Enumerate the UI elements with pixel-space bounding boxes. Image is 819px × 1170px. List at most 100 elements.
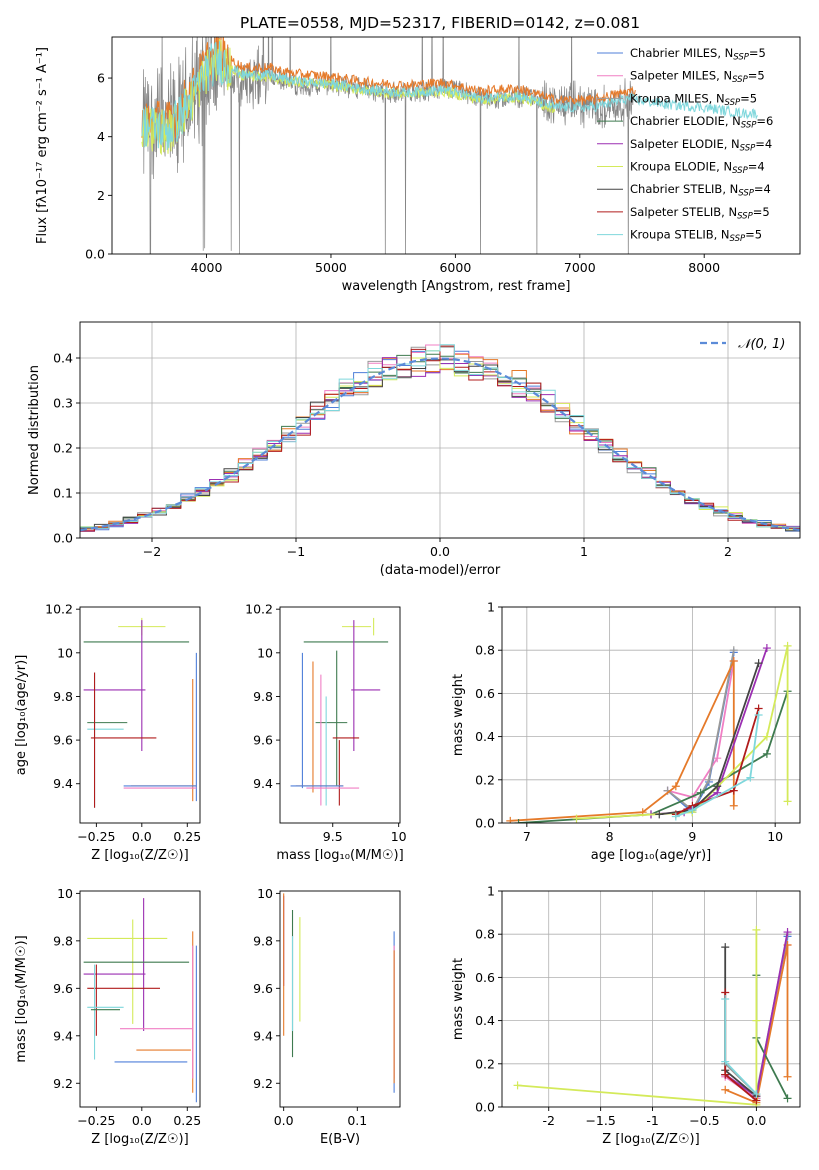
weight_vs_Z-ytick-label: 0.6 bbox=[475, 970, 495, 985]
weight_vs_age-marker bbox=[506, 816, 515, 823]
spectrum-ytick-label: 4 bbox=[97, 129, 105, 144]
legend-gaussian-label: 𝒩(0, 1) bbox=[738, 337, 785, 352]
weight_vs_Z-marker bbox=[721, 1085, 730, 1094]
weight_vs_Z-marker bbox=[721, 1070, 730, 1079]
residuals-xtick-label: 2 bbox=[724, 544, 732, 559]
mass_vs_Z-xtick-label: 0.0 bbox=[132, 1113, 152, 1128]
weight_vs_Z-xtick-label: 0.0 bbox=[746, 1113, 766, 1128]
weight_vs_age-series-5 bbox=[650, 647, 768, 816]
mass_vs_Z-ytick-label: 9.4 bbox=[53, 1028, 73, 1043]
weight_vs_age-marker bbox=[783, 641, 792, 650]
weight_vs_Z-marker bbox=[721, 1057, 730, 1066]
weight_vs_age-ytick-label: 1 bbox=[487, 600, 495, 615]
age_vs_mass-ytick-label: 9.8 bbox=[253, 689, 273, 704]
weight_vs_age-ytick-label: 0.2 bbox=[475, 772, 495, 787]
weight_vs_Z-panel: -2 −1.5 -1 −0.5 0.0 0.0 0.2 0.4 0.6 0.8 1 Z [log₁₀(… bbox=[451, 884, 801, 1147]
weight_vs_Z-marker bbox=[752, 925, 761, 934]
residuals-ytick-label: 0.4 bbox=[53, 351, 73, 366]
weight_vs_Z-marker bbox=[752, 1016, 761, 1025]
residuals-xtick-label: −1 bbox=[287, 544, 305, 559]
spectrum-xtick-label: 7000 bbox=[564, 260, 596, 275]
age_vs_Z-xlabel: Z [log₁₀(Z/Z☉)] bbox=[91, 848, 188, 863]
weight_vs_age-marker bbox=[704, 775, 713, 784]
age_vs_mass-ytick-label: 9.4 bbox=[253, 776, 273, 791]
weight_vs_age-marker bbox=[754, 659, 763, 668]
mass_vs_ebv-xtick-label: 0.0 bbox=[274, 1113, 294, 1128]
age_vs_Z-frame bbox=[79, 606, 201, 824]
legend-label: Chabrier MILES, NSSP=5 bbox=[630, 46, 766, 63]
legend-label: Chabrier STELIB, NSSP=4 bbox=[630, 182, 771, 199]
spectrum-frame bbox=[111, 36, 801, 255]
weight_vs_age-marker bbox=[655, 810, 664, 819]
weight_vs_age-marker bbox=[671, 812, 680, 821]
weight_vs_age-marker bbox=[762, 732, 771, 741]
spectrum-marks bbox=[141, 37, 759, 254]
plots-layer: 4000 5000 6000 7000 8000 0.0 2 4 6 wavelength [An… bbox=[14, 36, 801, 1147]
weight_vs_age-marker bbox=[729, 646, 738, 655]
weight_vs_Z-series-6 bbox=[517, 929, 758, 1106]
residuals-xtick-label: −2 bbox=[143, 544, 161, 559]
weight_vs_Z-frame bbox=[501, 890, 801, 1108]
residuals-xtick-label: 1 bbox=[580, 544, 588, 559]
legend-label: Chabrier ELODIE, NSSP=6 bbox=[630, 114, 773, 131]
weight_vs_age-marker bbox=[783, 797, 792, 806]
weight_vs_Z-xtick-label: −0.5 bbox=[689, 1113, 719, 1128]
weight_vs_Z-series-7 bbox=[724, 947, 757, 1097]
mass_vs_ebv-xlabel: E(B-V) bbox=[320, 1132, 360, 1147]
weight_vs_Z-series-3 bbox=[724, 944, 789, 1104]
model-spectrum-2 bbox=[141, 41, 759, 151]
weight_vs_age-marker bbox=[762, 644, 771, 653]
mass_vs_Z-ytick-label: 9.8 bbox=[53, 933, 73, 948]
weight_vs_age-xtick-label: 9 bbox=[688, 829, 696, 844]
age_vs_Z-xtick-label: 0.0 bbox=[132, 829, 152, 844]
age_vs_Z-ytick-label: 9.4 bbox=[53, 776, 73, 791]
gaussian-curve bbox=[80, 357, 800, 532]
mass_vs_ebv-marks bbox=[283, 893, 395, 1093]
weight_vs_age-marker bbox=[713, 782, 722, 791]
age_vs_mass-marks bbox=[290, 617, 389, 806]
residuals-ytick-label: 0.3 bbox=[53, 396, 73, 411]
weight_vs_age-frame bbox=[501, 606, 801, 824]
spectrum-ytick-label: 2 bbox=[97, 188, 105, 203]
weight_vs_age-marker bbox=[688, 806, 697, 815]
weight_vs_Z-ytick-label: 1 bbox=[487, 884, 495, 899]
mass_vs_ebv-xtick-label: 0.1 bbox=[347, 1113, 367, 1128]
weight_vs_age-ytick-label: 0.8 bbox=[475, 643, 495, 658]
weight_vs_age-marker bbox=[762, 749, 771, 758]
residuals-frame bbox=[79, 321, 801, 539]
mass_vs_ebv-panel: 0.0 0.1 9.2 9.4 9.6 9.8 10 E(B-V) bbox=[253, 886, 401, 1147]
mass_vs_Z-ytick-label: 9.6 bbox=[53, 981, 73, 996]
histogram-9 bbox=[80, 344, 800, 529]
weight_vs_age-series-1 bbox=[667, 660, 735, 799]
spectrum-panel: 4000 5000 6000 7000 8000 0.0 2 4 6 wavelength [An… bbox=[35, 36, 801, 294]
weight_vs_Z-marker bbox=[783, 1094, 792, 1103]
age_vs_mass-ytick-label: 10 bbox=[257, 645, 273, 660]
weight_vs_age-marker bbox=[514, 819, 523, 823]
weight_vs_age-ytick-label: 0.6 bbox=[475, 686, 495, 701]
weight_vs_Z-ytick-label: 0.2 bbox=[475, 1056, 495, 1071]
spectrum-xtick-label: 5000 bbox=[315, 260, 347, 275]
age_vs_Z-ytick-label: 10 bbox=[57, 645, 73, 660]
weight_vs_Z-ytick-label: 0.0 bbox=[475, 1100, 495, 1115]
residuals-panel: −2 −1 0.0 1 2 0.0 0.1 0.2 0.3 0.4 (data-model)/err… bbox=[27, 321, 801, 578]
age_vs_mass-ytick-label: 9.6 bbox=[253, 733, 273, 748]
mass_vs_Z-panel: −0.25 0.0 0.25 9.2 9.4 9.6 9.8 10 Z [log₁₀(Z/Z☉)… bbox=[14, 886, 201, 1147]
legend-label: Salpeter ELODIE, NSSP=4 bbox=[630, 137, 772, 154]
histogram-8 bbox=[80, 345, 800, 532]
residuals-ytick-label: 0.2 bbox=[53, 441, 73, 456]
age_vs_mass-xtick-label: 10 bbox=[391, 829, 407, 844]
weight_vs_Z-marker bbox=[783, 928, 792, 937]
residuals-marks bbox=[80, 344, 800, 532]
age_vs_Z-ylabel: age [log₁₀(age/yr)] bbox=[14, 655, 29, 776]
weight_vs_Z-marker bbox=[721, 943, 730, 952]
legend-label: Salpeter STELIB, NSSP=5 bbox=[630, 205, 770, 222]
age_vs_mass-xtick-label: 9.5 bbox=[323, 829, 343, 844]
age_vs_Z-panel: −0.25 0.0 0.25 9.4 9.6 9.8 10 10.2 Z [log₁₀(Z/Z☉… bbox=[14, 602, 201, 863]
weight_vs_age-marker bbox=[671, 782, 680, 791]
spectrum-xlabel: wavelength [Angstrom, rest frame] bbox=[342, 279, 571, 294]
age_vs_Z-ytick-label: 9.8 bbox=[53, 689, 73, 704]
weight_vs_age-marker bbox=[729, 657, 738, 665]
weight_vs_age-marker bbox=[572, 814, 581, 823]
age_vs_Z-ytick-label: 10.2 bbox=[45, 602, 73, 617]
weight_vs_age-xtick-label: 10 bbox=[767, 829, 783, 844]
